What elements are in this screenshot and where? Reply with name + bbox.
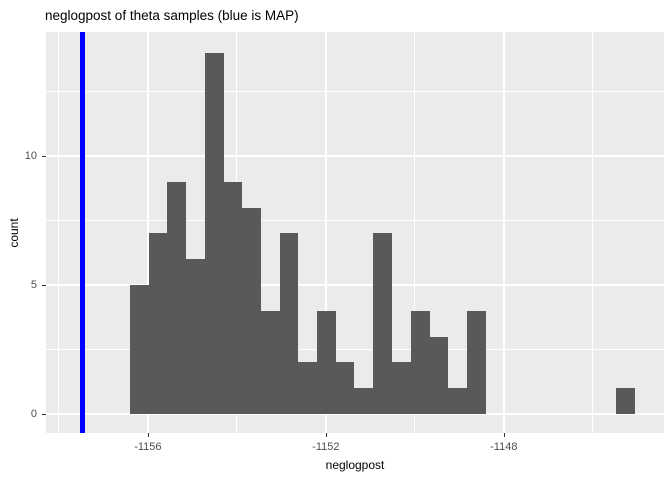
gridline-x-major bbox=[146, 32, 149, 433]
histogram-bar bbox=[335, 362, 355, 414]
y-tick-label: 0 bbox=[30, 407, 37, 420]
histogram-bar bbox=[616, 388, 636, 414]
histogram-bar bbox=[260, 310, 280, 414]
x-tick-mark bbox=[503, 433, 505, 437]
y-tick-label: 10 bbox=[24, 150, 37, 163]
histogram-bar bbox=[242, 207, 261, 414]
histogram-bar bbox=[223, 181, 243, 414]
y-axis-title: count bbox=[7, 218, 21, 248]
histogram-bar bbox=[373, 233, 393, 414]
x-tick-label: -1152 bbox=[312, 441, 340, 453]
y-tick-mark bbox=[42, 284, 46, 286]
x-tick-label: -1148 bbox=[490, 441, 518, 453]
gridline-y-minor bbox=[46, 220, 664, 221]
histogram-bar bbox=[204, 52, 224, 414]
histogram-bar bbox=[186, 259, 205, 414]
gridline-y-major bbox=[46, 412, 664, 415]
histogram-bar bbox=[448, 388, 467, 414]
histogram-bar bbox=[354, 388, 374, 414]
histogram-bar bbox=[392, 362, 411, 414]
gridline-x-minor bbox=[414, 32, 416, 433]
x-tick-mark bbox=[147, 433, 149, 437]
histogram-bar bbox=[316, 310, 336, 414]
y-tick-mark bbox=[42, 413, 46, 415]
x-axis-title: neglogpost bbox=[325, 458, 385, 472]
gridline-y-minor bbox=[46, 348, 664, 350]
x-tick-label: -1156 bbox=[134, 441, 162, 453]
histogram-bar bbox=[167, 181, 187, 414]
histogram-bar bbox=[466, 310, 486, 414]
gridline-x-major bbox=[324, 32, 327, 433]
gridline-x-major bbox=[502, 32, 505, 433]
histogram-bar bbox=[298, 362, 317, 414]
histogram-bar bbox=[148, 233, 168, 414]
histogram-bar bbox=[429, 336, 449, 414]
x-tick-mark bbox=[325, 433, 327, 437]
histogram-bar bbox=[130, 284, 149, 414]
histogram-bar bbox=[410, 310, 430, 414]
gridline-y-major bbox=[46, 155, 664, 158]
y-tick-mark bbox=[42, 156, 46, 158]
histogram-bar bbox=[279, 233, 299, 414]
gridline-x-minor bbox=[592, 32, 594, 433]
gridline-x-minor bbox=[58, 32, 60, 433]
plot-panel bbox=[46, 32, 664, 433]
y-tick-label: 5 bbox=[30, 278, 37, 291]
gridline-y-minor bbox=[46, 91, 664, 93]
plot-title: neglogpost of theta samples (blue is MAP… bbox=[45, 8, 299, 23]
map-vline bbox=[80, 32, 86, 433]
gridline-y-major bbox=[46, 283, 664, 286]
